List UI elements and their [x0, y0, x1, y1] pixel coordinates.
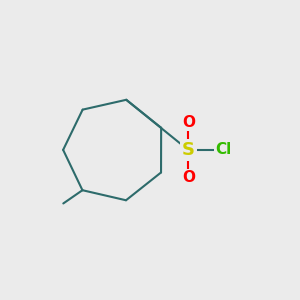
Text: O: O — [182, 170, 195, 185]
Text: S: S — [182, 141, 195, 159]
Text: Cl: Cl — [215, 142, 232, 158]
Text: O: O — [182, 115, 195, 130]
